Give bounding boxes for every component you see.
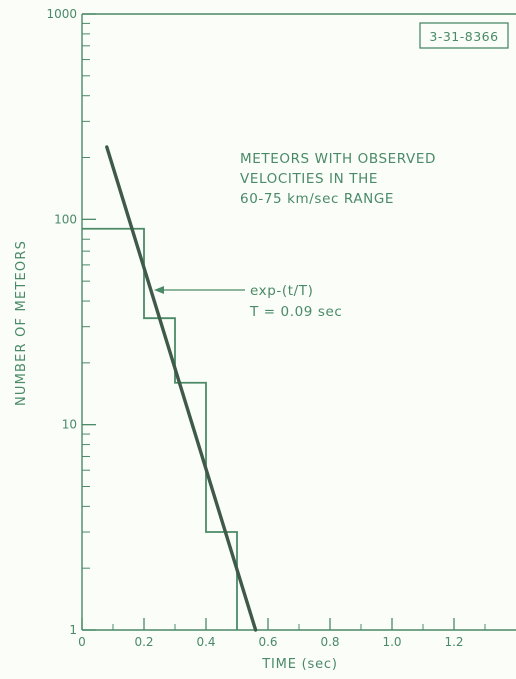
x-tick-label: 0.2 (134, 635, 153, 649)
y-axis-label: NUMBER OF METEORS (14, 240, 29, 406)
x-tick-label: 0.8 (320, 635, 339, 649)
x-tick-label: 0.6 (258, 635, 277, 649)
description-line-2: VELOCITIES IN THE (240, 171, 378, 187)
fit-pointer-arrowhead (154, 286, 164, 294)
fit-formula: exp-(t/T) (250, 283, 314, 299)
y-tick-label: 1 (69, 623, 77, 637)
x-tick-label: 0.4 (196, 635, 215, 649)
figure-tag: 3-31-8366 (429, 29, 498, 44)
x-tick-label: 1.0 (382, 635, 401, 649)
axes-layer: 1 10 100 1000 0 0.2 0.4 0.6 0.8 1.0 1.2 (46, 7, 516, 649)
y-tick-label: 1000 (46, 7, 77, 21)
y-tick-label: 10 (62, 418, 77, 432)
data-layer (82, 145, 258, 632)
x-tick-label: 1.2 (444, 635, 463, 649)
description-line-3: 60-75 km/sec RANGE (240, 191, 394, 207)
fit-time-constant: T = 0.09 sec (249, 304, 342, 320)
x-axis-label: TIME (sec) (261, 657, 337, 672)
y-tick-label: 100 (54, 212, 77, 226)
exponential-fit-line (105, 145, 258, 632)
text-layer: 3-31-8366 METEORS WITH OBSERVED VELOCITI… (14, 22, 509, 672)
description-line-1: METEORS WITH OBSERVED (240, 151, 436, 167)
x-tick-label: 0 (78, 635, 86, 649)
figure-tag-box (419, 22, 509, 49)
